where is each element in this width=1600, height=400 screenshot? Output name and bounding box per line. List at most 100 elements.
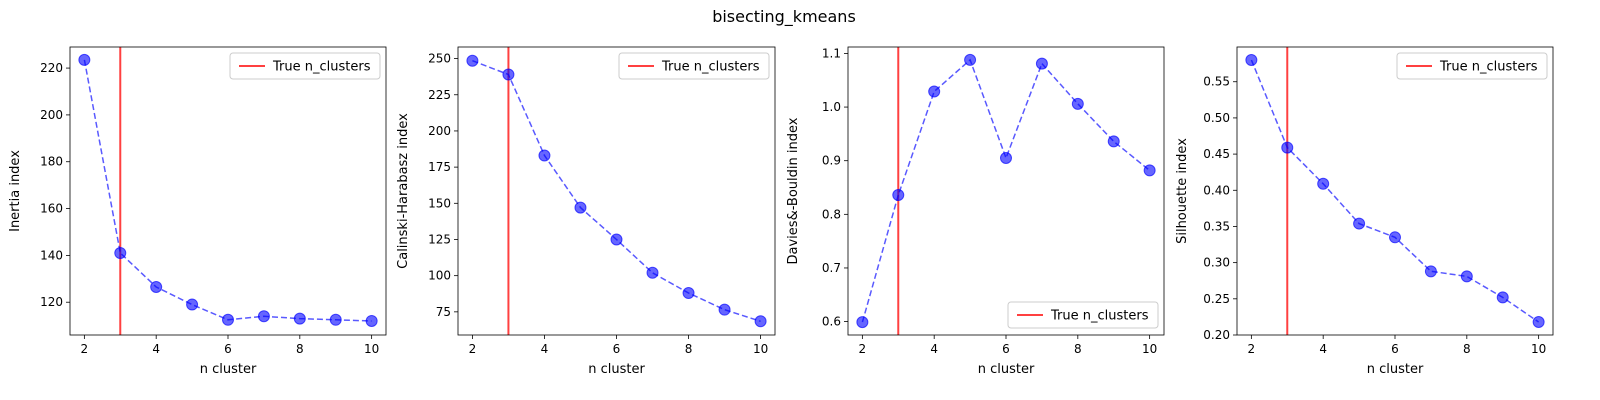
y-axis-label: Davies&-Bouldin index <box>786 117 801 264</box>
data-point <box>574 201 587 214</box>
legend-box <box>229 52 381 80</box>
y-tick-label: 175 <box>428 160 451 174</box>
data-point <box>1389 231 1401 244</box>
data-point <box>1000 152 1012 165</box>
x-tick-label: 8 <box>685 342 693 356</box>
y-tick-label: 125 <box>428 232 451 246</box>
series-line <box>83 59 372 322</box>
y-tick-label: 220 <box>40 61 63 75</box>
y-tick-label: 0.30 <box>1203 256 1230 270</box>
data-point <box>466 54 479 67</box>
data-point <box>928 85 941 98</box>
y-axis-label: Calinski-Harabasz index <box>396 113 411 269</box>
data-point <box>1281 141 1294 154</box>
data-point <box>502 68 515 81</box>
figure-title: bisecting_kmeans <box>712 7 856 27</box>
data-point <box>78 53 91 66</box>
y-tick-label: 75 <box>436 305 451 319</box>
x-tick-label: 2 <box>469 342 477 356</box>
legend-label: True n_clusters <box>1439 60 1538 75</box>
x-tick-label: 6 <box>224 342 232 356</box>
legend-label: True n_clusters <box>661 60 760 75</box>
data-point <box>538 149 551 162</box>
x-axis-label: n cluster <box>978 362 1035 377</box>
y-tick-label: 0.35 <box>1203 219 1230 233</box>
legend: True n_clusters <box>618 52 770 80</box>
x-tick-label: 6 <box>1391 342 1399 356</box>
data-point <box>1245 54 1258 67</box>
series-line <box>861 58 1151 323</box>
data-point <box>114 247 127 260</box>
x-tick-label: 4 <box>930 342 938 356</box>
y-tick-label: 180 <box>40 155 63 169</box>
y-axis-label: Silhouette index <box>1175 138 1190 244</box>
y-tick-label: 0.45 <box>1203 147 1230 161</box>
data-point <box>1353 217 1366 230</box>
y-tick-label: 0.25 <box>1203 292 1230 306</box>
data-point <box>1317 177 1330 190</box>
axes-frame <box>1236 46 1554 336</box>
y-tick-label: 100 <box>428 269 451 283</box>
data-point <box>365 314 378 327</box>
chart-panel-3: 2 4 6 8 10 0.6 0.7 0.8 0.9 1.0 1.1 n cluster Davies&… <box>786 46 1165 377</box>
data-point <box>856 316 869 329</box>
data-point <box>718 303 731 316</box>
y-tick-label: 225 <box>428 88 451 102</box>
y-tick-label: 140 <box>40 248 63 262</box>
x-tick-label: 8 <box>1074 342 1082 356</box>
y-axis-label: Inertia index <box>8 150 23 232</box>
data-point <box>754 315 767 328</box>
y-tick-label: 200 <box>428 124 451 138</box>
legend-label: True n_clusters <box>1050 309 1149 324</box>
y-tick-label: 150 <box>428 196 451 210</box>
y-tick-label: 0.20 <box>1203 328 1230 342</box>
axes-frame <box>457 46 776 336</box>
chart-panel-4: 2 4 6 8 10 0.20 0.25 0.30 0.35 0.40 0.45 0.50 0.55 n … <box>1175 46 1554 377</box>
legend: True n_clusters <box>1396 52 1548 80</box>
legend-box <box>1396 52 1548 80</box>
x-tick-label: 10 <box>753 342 768 356</box>
x-tick-label: 2 <box>81 342 89 356</box>
y-tick-label: 0.6 <box>822 315 841 329</box>
x-tick-label: 4 <box>1319 342 1327 356</box>
x-tick-label: 8 <box>1463 342 1471 356</box>
legend: True n_clusters <box>229 52 381 80</box>
data-point <box>1532 315 1545 328</box>
data-point <box>1424 265 1437 278</box>
x-axis-label: n cluster <box>200 362 257 377</box>
x-tick-label: 4 <box>541 342 549 356</box>
x-tick-label: 10 <box>364 342 379 356</box>
legend: True n_clusters <box>1007 301 1159 329</box>
data-point <box>1143 164 1156 177</box>
y-tick-label: 200 <box>40 108 63 122</box>
data-point <box>1107 135 1120 148</box>
legend-box <box>1007 301 1159 329</box>
data-point <box>329 313 342 326</box>
y-tick-label: 0.55 <box>1203 75 1230 89</box>
data-point <box>964 53 977 66</box>
legend-box <box>618 52 770 80</box>
x-tick-label: 2 <box>859 342 867 356</box>
data-point <box>682 287 695 300</box>
y-tick-label: 0.7 <box>822 261 841 275</box>
y-tick-label: 250 <box>428 52 451 66</box>
x-tick-label: 6 <box>613 342 621 356</box>
data-point <box>186 298 199 311</box>
data-point <box>1071 97 1084 110</box>
y-tick-label: 1.1 <box>822 46 841 60</box>
data-point <box>610 233 623 246</box>
axes-frame <box>847 46 1165 336</box>
data-point <box>257 310 270 323</box>
chart-panel-2: 2 4 6 8 10 75 100 125 150 175 200 225 250 n cluster Ca… <box>396 46 776 377</box>
x-axis-label: n cluster <box>588 362 645 377</box>
legend-label: True n_clusters <box>272 60 371 75</box>
x-tick-label: 4 <box>152 342 160 356</box>
chart-panel-1: 2 4 6 8 10 120 140 160 180 200 220 n cluster Inertia… <box>8 46 387 377</box>
y-tick-label: 1.0 <box>822 100 841 114</box>
y-tick-label: 0.40 <box>1203 183 1230 197</box>
series-line <box>1250 59 1540 323</box>
x-tick-label: 2 <box>1248 342 1256 356</box>
y-tick-label: 0.9 <box>822 154 841 168</box>
x-axis-label: n cluster <box>1367 362 1424 377</box>
